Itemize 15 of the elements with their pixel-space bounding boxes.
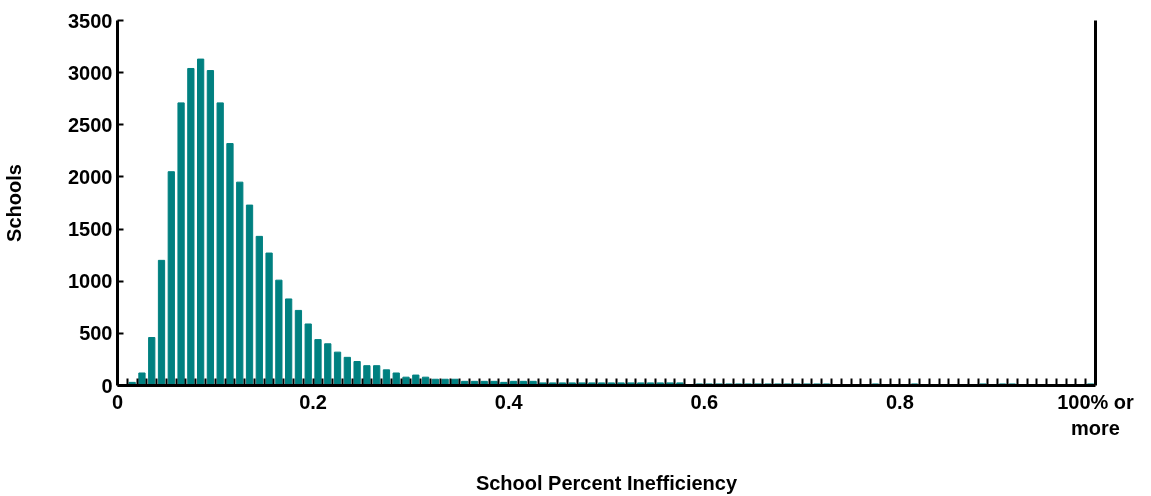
x-tick-label: 0.4: [494, 390, 524, 413]
y-tick-label: 1000: [68, 270, 113, 293]
x-axis-title: School Percent Inefficiency: [475, 471, 738, 494]
y-axis-title: Schools: [3, 164, 26, 242]
y-tick-label: 2500: [68, 113, 113, 136]
y-tick-label: 2000: [68, 165, 113, 188]
y-tick-label: 0: [101, 374, 113, 397]
x-tick-label: 0.8: [886, 390, 914, 413]
y-tick-label: 500: [79, 322, 113, 345]
x-tick-label: 0.6: [690, 390, 719, 413]
x-tick-label: 0.2: [299, 390, 328, 413]
y-tick-label: 3500: [68, 9, 113, 32]
y-tick-label: 3000: [68, 61, 113, 84]
x-tick-label: 100% or more: [1057, 390, 1135, 439]
y-tick-label: 1500: [68, 218, 113, 241]
